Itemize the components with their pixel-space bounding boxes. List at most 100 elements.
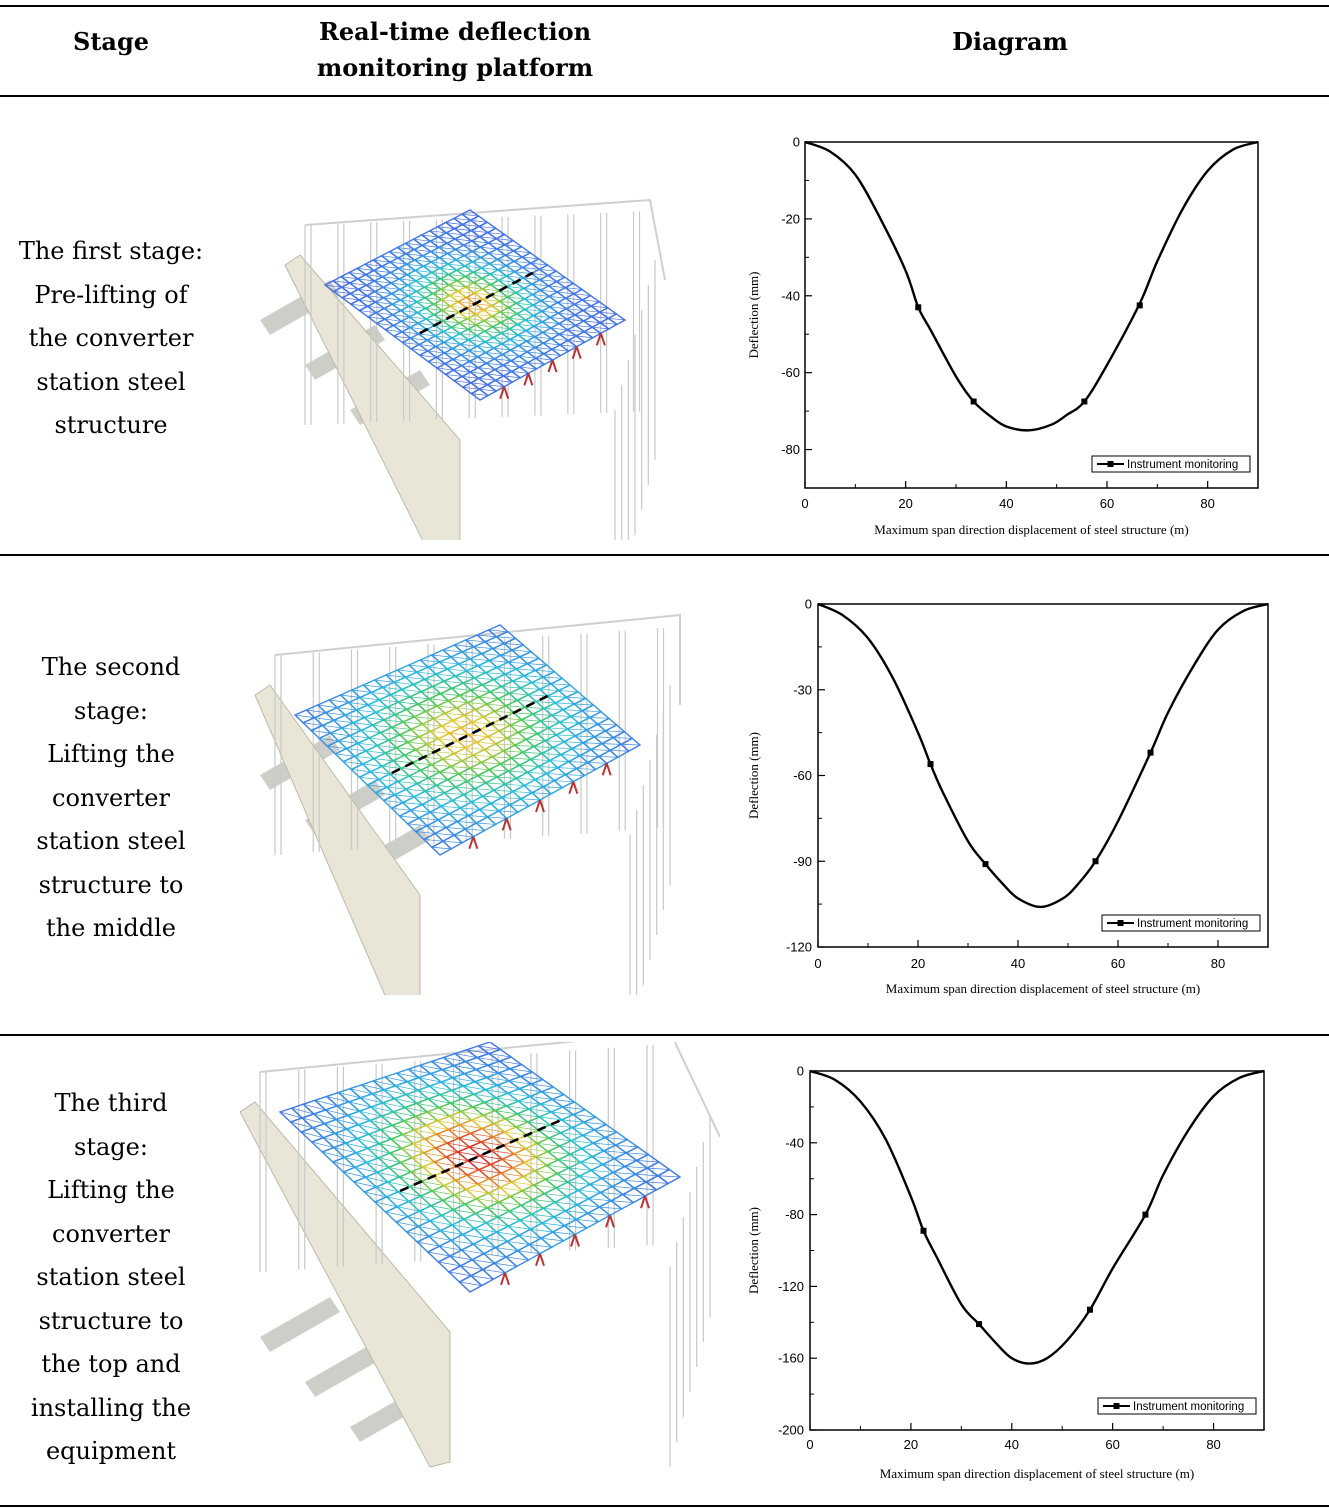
roof-grid-diagonal xyxy=(437,1120,461,1126)
roof-grid-diagonal xyxy=(602,1164,626,1167)
roof-grid-diagonal xyxy=(473,282,491,285)
roof-grid-diagonal xyxy=(450,656,471,660)
x-tick-label: 0 xyxy=(814,956,821,971)
roof-grid-diagonal xyxy=(487,232,505,235)
roof-grid-diagonal xyxy=(535,779,555,782)
roof-grid-diagonal xyxy=(431,272,449,275)
roof-grid-diagonal xyxy=(332,1161,356,1168)
roof-grid-diagonal xyxy=(364,717,384,721)
roof-grid-diagonal xyxy=(392,1124,415,1131)
roof-grid-diagonal xyxy=(582,710,602,713)
roof-grid-diagonal xyxy=(459,695,479,698)
roof-grid-diagonal xyxy=(458,312,476,315)
roof-grid-diagonal xyxy=(504,244,522,248)
legend-box xyxy=(1091,455,1251,473)
roof-grid-diagonal xyxy=(366,284,384,288)
roof-grid-diagonal xyxy=(432,282,450,286)
roof-grid-diagonal xyxy=(442,1199,466,1205)
stage-line: structure to xyxy=(38,1306,184,1335)
roof-grid-diagonal xyxy=(443,331,461,334)
roof-grid-diagonal xyxy=(559,1145,582,1150)
roof-grid-diagonal xyxy=(368,316,385,320)
roof-grid-diagonal xyxy=(412,762,432,766)
roof-grid-diagonal xyxy=(503,375,521,379)
roof-grid-diagonal xyxy=(482,795,502,798)
roof-grid-diagonal xyxy=(493,1123,517,1128)
roof-grid-diagonal xyxy=(609,750,629,752)
roof-grid-diagonal xyxy=(448,700,468,703)
roof-grid-diagonal xyxy=(480,257,498,260)
roof-grid-diagonal xyxy=(558,690,578,693)
roof-grid-diagonal xyxy=(450,1102,473,1108)
roof-grid-diagonal xyxy=(327,745,347,749)
roof-grid-diagonal xyxy=(476,324,493,328)
roof-grid-diagonal xyxy=(403,721,423,725)
roof-grid-diagonal xyxy=(418,333,436,337)
roof-grid-diagonal xyxy=(470,382,488,386)
roof-grid-diagonal xyxy=(399,815,419,819)
roof-grid-diagonal xyxy=(440,693,460,696)
roof-grid-diagonal xyxy=(294,714,315,719)
roof-grid-diagonal xyxy=(548,1137,572,1142)
roof-grid-diagonal xyxy=(422,255,440,259)
roof-grid-diagonal xyxy=(546,773,566,775)
roof-grid-diagonal xyxy=(488,252,506,256)
roof-grid-diagonal xyxy=(443,649,463,653)
roof-grid-diagonal xyxy=(414,796,434,800)
roof-grid-diagonal xyxy=(465,1061,488,1066)
roof-grid-diagonal xyxy=(558,323,576,326)
roof-grid-diagonal xyxy=(513,1153,537,1158)
roof-grid-diagonal xyxy=(427,350,445,354)
roof-grid-diagonal xyxy=(428,666,448,670)
roof-grid-diagonal xyxy=(422,245,439,248)
concrete-walls xyxy=(254,684,421,995)
roof-grid-diagonal xyxy=(527,772,547,774)
roof-grid-diagonal xyxy=(436,356,454,360)
stage-line: converter xyxy=(52,1219,170,1248)
roof-grid-diagonal xyxy=(555,702,575,705)
roof-grid-diagonal xyxy=(487,1064,511,1070)
roof-grid-diagonal xyxy=(478,1045,501,1050)
y-tick-label: -40 xyxy=(781,288,800,303)
roof-grid-diagonal xyxy=(557,302,575,305)
roof-grid-diagonal xyxy=(357,278,375,282)
roof-grid-diagonal xyxy=(441,805,461,809)
roof-grid-diagonal xyxy=(468,815,488,818)
roof-grid-diagonal xyxy=(498,269,515,273)
roof-grid-diagonal xyxy=(523,277,541,281)
roof-grid-diagonal xyxy=(319,737,339,742)
roof-grid-diagonal xyxy=(419,736,439,740)
roof-grid-diagonal xyxy=(435,1147,458,1153)
roof-grid-diagonal xyxy=(614,1158,637,1161)
roof-grid-diagonal xyxy=(471,1275,494,1280)
roof-grid-diagonal xyxy=(426,1124,449,1130)
roof-grid-diagonal xyxy=(582,299,600,303)
roof-grid-diagonal xyxy=(464,714,484,718)
roof-grid-diagonal xyxy=(371,692,391,696)
roof-grid-diagonal xyxy=(413,1143,436,1149)
roof-grid-diagonal xyxy=(516,302,534,306)
roof-grid-diagonal xyxy=(402,1134,426,1140)
roof-grid-diagonal xyxy=(574,314,592,317)
top-chord xyxy=(304,198,666,281)
roof-grid-diagonal xyxy=(475,709,495,712)
roof-grid-diagonal xyxy=(427,1111,450,1117)
roof-grid-diagonal xyxy=(554,1201,578,1206)
roof-grid-diagonal xyxy=(434,751,455,754)
y-tick-label: -20 xyxy=(781,211,800,226)
roof-grid-diagonal xyxy=(513,250,531,254)
structure-model-render xyxy=(254,613,681,995)
roof-grid-diagonal xyxy=(375,712,396,715)
roof-grid-diagonal xyxy=(520,687,540,690)
roof-grid-diagonal xyxy=(563,709,583,712)
roof-grid-diagonal xyxy=(353,722,373,726)
roof-grid-diagonal xyxy=(594,1129,617,1133)
roof-grid-diagonal xyxy=(365,750,386,754)
roof-grid-diagonal xyxy=(521,1204,544,1209)
roof-grid-diagonal xyxy=(580,1161,603,1165)
roof-grid-diagonal xyxy=(522,256,539,260)
roof-grid-diagonal xyxy=(351,689,372,693)
roof-grid-diagonal xyxy=(313,1113,337,1120)
roof-grid-diagonal xyxy=(476,822,496,825)
roof-grid-diagonal xyxy=(597,723,617,726)
